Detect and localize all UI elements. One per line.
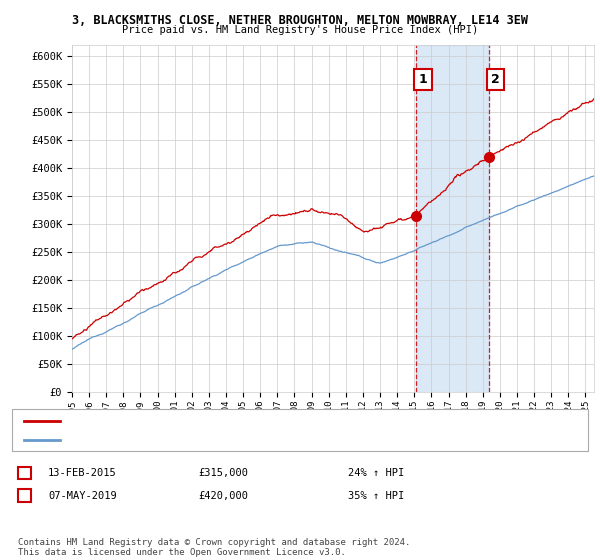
Text: 2: 2 bbox=[21, 491, 28, 501]
Text: Price paid vs. HM Land Registry's House Price Index (HPI): Price paid vs. HM Land Registry's House … bbox=[122, 25, 478, 35]
Text: 3, BLACKSMITHS CLOSE, NETHER BROUGHTON, MELTON MOWBRAY, LE14 3EW (detache: 3, BLACKSMITHS CLOSE, NETHER BROUGHTON, … bbox=[66, 416, 495, 426]
Text: 2: 2 bbox=[491, 73, 500, 86]
Text: 24% ↑ HPI: 24% ↑ HPI bbox=[348, 468, 404, 478]
Text: £420,000: £420,000 bbox=[198, 491, 248, 501]
Text: 13-FEB-2015: 13-FEB-2015 bbox=[48, 468, 117, 478]
Text: 1: 1 bbox=[21, 468, 28, 478]
Text: £315,000: £315,000 bbox=[198, 468, 248, 478]
Text: 1: 1 bbox=[418, 73, 427, 86]
Text: 35% ↑ HPI: 35% ↑ HPI bbox=[348, 491, 404, 501]
Text: 07-MAY-2019: 07-MAY-2019 bbox=[48, 491, 117, 501]
Text: HPI: Average price, detached house, Melton: HPI: Average price, detached house, Melt… bbox=[66, 435, 313, 445]
Text: Contains HM Land Registry data © Crown copyright and database right 2024.
This d: Contains HM Land Registry data © Crown c… bbox=[18, 538, 410, 557]
Text: 3, BLACKSMITHS CLOSE, NETHER BROUGHTON, MELTON MOWBRAY, LE14 3EW: 3, BLACKSMITHS CLOSE, NETHER BROUGHTON, … bbox=[72, 14, 528, 27]
Bar bbox=[416, 45, 489, 392]
